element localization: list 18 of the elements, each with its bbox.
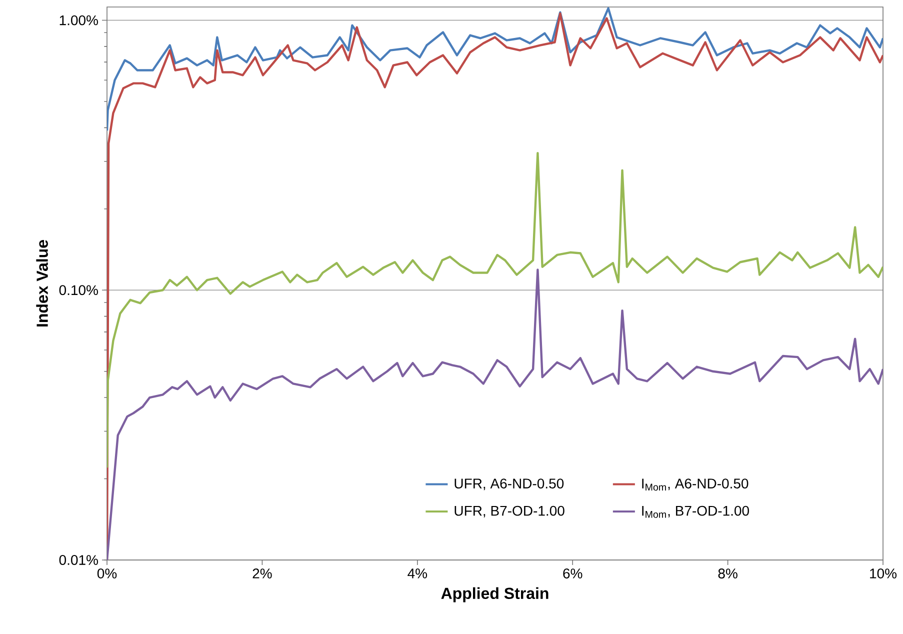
legend-label: UFR, B7-OD-1.00	[454, 506, 564, 518]
line-series	[107, 268, 884, 560]
y-tick-label: 0.10%	[59, 285, 98, 296]
legend-label: UFR, A6-ND-0.50	[454, 478, 564, 490]
x-axis-title: Applied Strain	[441, 587, 548, 602]
line-series	[107, 7, 884, 132]
y-tick-label: 1.00%	[60, 15, 98, 26]
x-tick-label: 6%	[563, 568, 582, 578]
x-tick-label: 8%	[718, 568, 738, 578]
x-tick-label: 4%	[408, 568, 428, 578]
y-tick-label: 0.01%	[59, 555, 98, 565]
legend-label: I$_{Mom}$, A6-ND-0.50	[642, 478, 748, 491]
x-tick-label: 0%	[97, 568, 117, 578]
legend-label: I$_{Mom}$, B7-OD-1.00	[642, 506, 749, 518]
y-axis-title: Index Value	[36, 240, 48, 326]
x-tick-label: 10%	[870, 568, 897, 578]
x-tick-label: 2%	[252, 568, 272, 578]
line-series	[107, 152, 884, 469]
